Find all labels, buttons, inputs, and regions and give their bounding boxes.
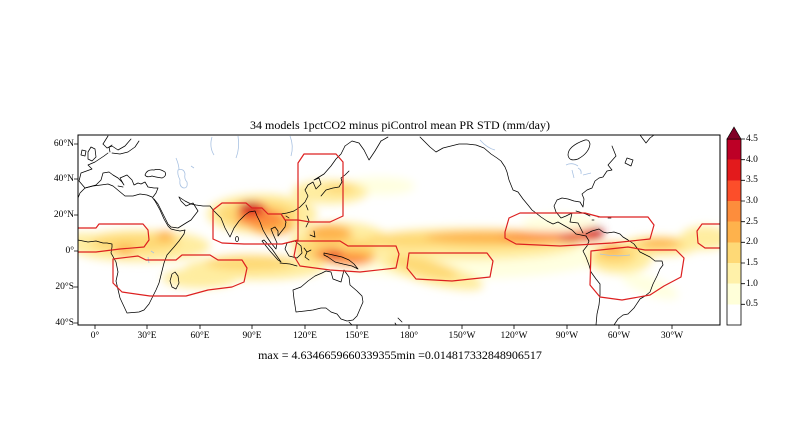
colorbar-tick-label: 2.5 xyxy=(746,217,758,227)
lon-tick-label: 90°W xyxy=(555,331,579,341)
stats-caption: max = 4.6346659660339355min =0.014817332… xyxy=(258,348,542,362)
lon-tick-label: 90°E xyxy=(242,331,262,341)
colorbar-tick-label: 3.0 xyxy=(746,196,758,206)
colorbar-tick-label: 1.5 xyxy=(746,258,758,268)
lon-tick-label: 120°W xyxy=(500,331,528,341)
lon-tick-label: 30°E xyxy=(137,331,157,341)
lat-tick-label: 60°N xyxy=(53,139,74,149)
colorbar-extend-triangle xyxy=(726,126,742,140)
lon-tick-label: 180° xyxy=(399,331,419,341)
lat-tick-label: 40°N xyxy=(53,174,74,184)
coastlines-layer xyxy=(78,135,664,325)
colorbar-tick-label: 2.0 xyxy=(746,237,758,247)
heatmap-layer xyxy=(78,177,720,300)
colorbar xyxy=(726,126,745,326)
lat-tick-label: 0° xyxy=(65,246,74,256)
axis-ticks xyxy=(74,143,673,329)
colorbar-tick-label: 0.5 xyxy=(746,299,758,309)
lon-tick-label: 30°W xyxy=(660,331,684,341)
lon-tick-label: 60°W xyxy=(607,331,631,341)
lat-tick-label: 20°S xyxy=(55,282,74,292)
colorbar-tick-label: 4.0 xyxy=(746,155,758,165)
lat-tick-label: 20°N xyxy=(53,210,74,220)
lon-tick-label: 0° xyxy=(90,331,100,341)
lakes-rivers-layer xyxy=(147,135,631,264)
plot-title: 34 models 1pctCO2 minus piControl mean P… xyxy=(250,118,550,132)
map-border xyxy=(77,134,721,326)
monsoon-region-outlines xyxy=(78,153,720,301)
colorbar-tick-label: 3.5 xyxy=(746,175,758,185)
lat-tick-label: 40°S xyxy=(55,318,74,328)
lon-tick-label: 120°E xyxy=(293,331,317,341)
colorbar-tick-label: 4.5 xyxy=(746,134,758,144)
colorbar-tick-label: 1.0 xyxy=(746,279,758,289)
lon-tick-label: 150°E xyxy=(345,331,369,341)
lon-tick-label: 150°W xyxy=(448,331,476,341)
lon-tick-label: 60°E xyxy=(190,331,210,341)
